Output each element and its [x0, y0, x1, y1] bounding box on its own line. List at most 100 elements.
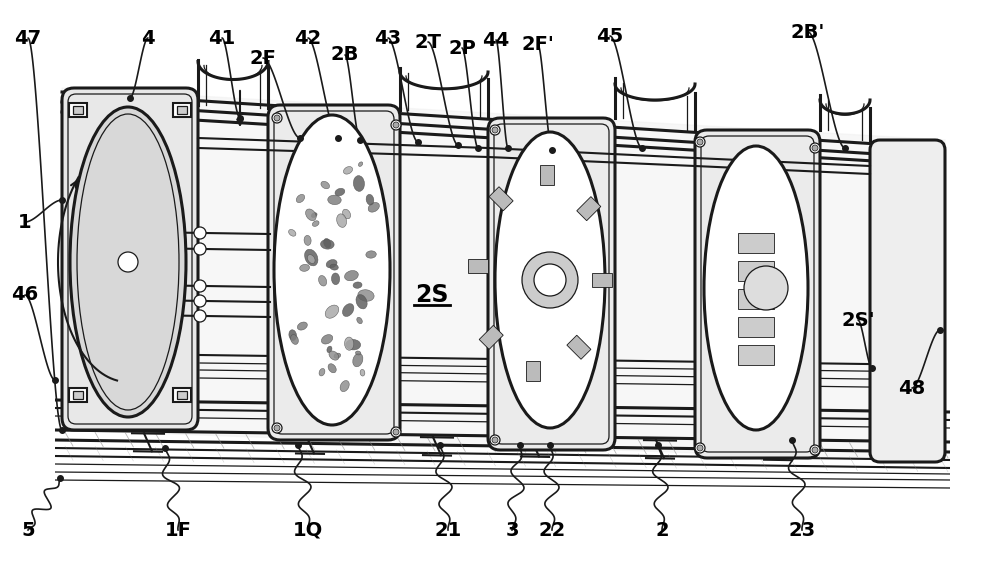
Ellipse shape [337, 214, 347, 228]
Bar [567, 335, 591, 359]
Ellipse shape [291, 335, 298, 345]
Circle shape [695, 137, 705, 147]
Circle shape [697, 445, 703, 451]
Ellipse shape [327, 346, 332, 353]
Circle shape [522, 252, 578, 308]
Bar [738, 261, 774, 281]
Ellipse shape [366, 251, 376, 258]
Ellipse shape [70, 107, 186, 417]
Ellipse shape [312, 220, 319, 226]
Ellipse shape [356, 351, 361, 355]
Bar [489, 187, 513, 211]
Text: 43: 43 [374, 28, 402, 48]
Ellipse shape [321, 239, 334, 249]
Bar [738, 289, 774, 309]
Polygon shape [62, 88, 945, 462]
Bar [577, 196, 601, 220]
Ellipse shape [353, 282, 362, 288]
Text: 2B': 2B' [791, 22, 825, 42]
Ellipse shape [304, 235, 311, 245]
Circle shape [695, 443, 705, 453]
Bar [526, 361, 540, 381]
Ellipse shape [307, 255, 315, 263]
Circle shape [194, 280, 206, 292]
Bar [738, 233, 774, 253]
Circle shape [490, 435, 500, 445]
Circle shape [697, 139, 703, 145]
Ellipse shape [343, 303, 354, 316]
Ellipse shape [345, 270, 358, 280]
Ellipse shape [324, 239, 331, 248]
Text: 2F: 2F [250, 48, 276, 68]
Text: 2S': 2S' [841, 310, 875, 329]
Circle shape [810, 445, 820, 455]
Text: 47: 47 [14, 28, 42, 48]
Ellipse shape [360, 369, 365, 376]
Circle shape [393, 122, 399, 128]
Text: 2S: 2S [415, 283, 449, 307]
Text: 2T: 2T [415, 32, 442, 52]
Bar [73, 106, 83, 114]
Ellipse shape [306, 209, 316, 220]
Bar [73, 391, 83, 399]
Bar [177, 391, 187, 399]
Text: 48: 48 [898, 379, 926, 397]
Text: 44: 44 [482, 31, 510, 49]
Text: 2B: 2B [331, 45, 359, 65]
Text: 2P: 2P [448, 38, 476, 58]
Ellipse shape [346, 339, 361, 350]
Bar [468, 259, 488, 273]
Circle shape [194, 243, 206, 255]
Bar [173, 388, 191, 402]
FancyBboxPatch shape [62, 88, 198, 430]
Circle shape [194, 295, 206, 307]
Bar [173, 103, 191, 117]
Ellipse shape [334, 353, 341, 358]
Circle shape [272, 113, 282, 123]
Text: 2F': 2F' [522, 35, 554, 55]
Ellipse shape [319, 369, 325, 376]
Ellipse shape [289, 330, 296, 340]
Bar [177, 106, 187, 114]
Bar [738, 317, 774, 337]
Circle shape [194, 310, 206, 322]
Ellipse shape [343, 209, 351, 219]
Ellipse shape [289, 229, 296, 236]
Circle shape [490, 125, 500, 135]
Circle shape [272, 423, 282, 433]
Ellipse shape [297, 322, 307, 330]
Circle shape [391, 120, 401, 130]
Ellipse shape [305, 249, 318, 266]
Circle shape [812, 145, 818, 151]
Text: 45: 45 [596, 26, 624, 45]
Circle shape [812, 447, 818, 453]
Ellipse shape [345, 337, 354, 350]
Ellipse shape [358, 162, 363, 166]
Ellipse shape [118, 252, 138, 272]
Ellipse shape [353, 353, 363, 367]
Circle shape [492, 127, 498, 133]
Text: 2: 2 [655, 520, 669, 540]
Ellipse shape [325, 305, 339, 318]
Ellipse shape [357, 318, 362, 324]
Ellipse shape [335, 188, 345, 196]
Circle shape [274, 115, 280, 121]
Text: 41: 41 [208, 28, 236, 48]
Ellipse shape [311, 213, 317, 218]
Ellipse shape [321, 181, 330, 189]
Ellipse shape [329, 351, 339, 360]
Circle shape [744, 266, 788, 310]
Ellipse shape [328, 195, 341, 205]
Ellipse shape [319, 276, 327, 286]
Ellipse shape [330, 264, 338, 270]
Text: 1: 1 [18, 212, 32, 232]
FancyBboxPatch shape [268, 105, 400, 440]
Ellipse shape [331, 273, 340, 285]
Text: 22: 22 [538, 520, 566, 540]
Ellipse shape [368, 202, 379, 212]
Bar [69, 388, 87, 402]
Circle shape [492, 437, 498, 443]
Ellipse shape [343, 166, 353, 174]
Circle shape [810, 143, 820, 153]
Ellipse shape [353, 176, 364, 191]
